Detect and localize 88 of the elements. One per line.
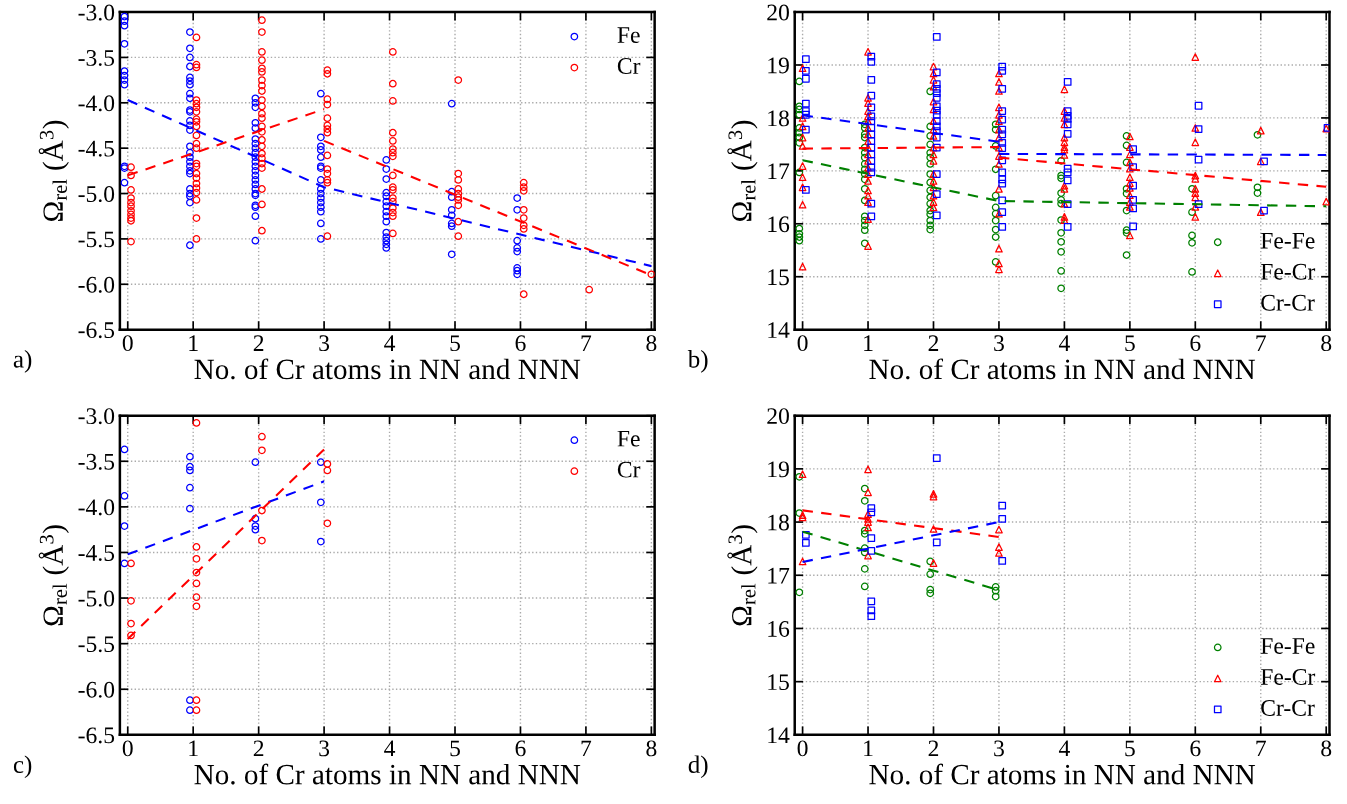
y-tick-label: 20 [767,4,789,21]
y-tick-label: 18 [768,110,789,127]
legend-label: Cr [617,58,641,74]
y-tick-label: 15 [768,674,789,691]
y-tick-label: -5.5 [78,231,115,248]
x-tick-label: 7 [1256,740,1266,757]
y-tick-label: 17 [768,163,790,180]
x-tick-label: 3 [319,740,330,757]
x-tick-label: 5 [450,335,460,352]
x-tick-label: 7 [1256,335,1266,351]
x-tick-label: 4 [384,740,396,757]
y-tick-label: -3.0 [78,408,115,425]
x-tick-label: 8 [646,740,657,757]
x-axis-title: No. of Cr atoms in NN and NNN [869,358,1256,380]
x-tick-label: 8 [1321,740,1332,757]
y-tick-label: -6.0 [78,276,115,293]
legend-label: Fe [617,430,640,447]
y-tick-label: 14 [768,322,790,338]
x-axis-title: No. of Cr atoms in NN and NNN [194,358,581,380]
y-tick-label: 15 [768,269,789,286]
legend-label: Fe-Cr [1260,669,1316,685]
legend-label: Cr-Cr [1261,294,1315,311]
x-tick-label: 6 [1190,740,1201,757]
text: d) [688,755,708,779]
y-tick-label: 16 [768,216,790,233]
x-tick-label: 3 [994,335,1004,352]
x-tick-label: 4 [384,335,396,351]
x-tick-label: 0 [797,335,808,352]
y-tick-label: 17 [768,567,790,584]
y-axis-title: Ω$_{rel}$ (Å$^{3}$) [727,525,758,626]
y-tick-label: 18 [768,514,789,531]
legend-label: Fe-Fe [1260,232,1315,249]
x-tick-label: 0 [122,335,133,352]
y-tick-label: -3.0 [78,4,115,21]
y-tick-label: -5.0 [78,186,115,203]
legend-label: Fe-Fe [1260,638,1315,654]
x-tick-label: 5 [1125,335,1135,352]
legend-label: Fe [617,27,640,43]
y-tick-label: -3.5 [78,49,115,66]
x-tick-label: 6 [1190,335,1201,352]
y-tick-label: -5.5 [78,636,115,653]
y-tick-label: -6.5 [78,322,115,339]
x-tick-label: 1 [864,335,873,351]
y-tick-label: -4.0 [78,499,115,516]
y-tick-label: -4.5 [78,140,115,157]
x-tick-label: 7 [581,740,592,757]
x-tick-label: 1 [189,740,198,757]
x-axis-title: No. of Cr atoms in NN and NNN [194,763,581,785]
x-tick-label: 8 [1321,335,1332,352]
x-tick-label: 3 [319,335,330,352]
x-tick-label: 8 [646,335,657,352]
y-tick-label: 19 [768,461,789,478]
x-tick-label: 2 [928,740,939,757]
x-tick-label: 2 [928,335,939,351]
y-tick-label: 20 [767,408,789,425]
x-tick-label: 2 [253,740,264,757]
y-tick-label: -3.5 [78,453,115,470]
x-tick-label: 6 [515,740,526,757]
y-tick-label: 19 [768,57,789,74]
text: c) [13,755,32,779]
y-tick-label: -6.5 [78,727,115,744]
y-axis-title: Ω$_{rel}$ (Å$^{3}$) [38,525,69,626]
y-axis-title: Ω$_{rel}$ (Å$^{3}$) [38,120,69,221]
x-tick-label: 0 [797,740,808,757]
text: b) [687,350,708,373]
x-tick-label: 2 [253,335,264,351]
x-tick-label: 6 [515,335,526,352]
y-tick-label: -6.0 [78,681,115,698]
legend-label: Fe-Cr [1260,263,1316,280]
legend-label: Cr-Cr [1261,700,1315,716]
x-tick-label: 5 [450,740,460,757]
y-tick-label: 14 [768,727,790,744]
y-tick-label: -5.0 [78,590,115,607]
x-axis-title: No. of Cr atoms in NN and NNN [869,763,1256,785]
x-tick-label: 3 [994,740,1004,757]
legend-label: Cr [617,461,641,478]
y-tick-label: -4.0 [78,95,115,112]
x-tick-label: 1 [189,335,198,351]
x-tick-label: 0 [122,740,133,757]
text: a) [13,350,32,373]
x-tick-label: 7 [581,335,592,351]
y-tick-label: -4.5 [78,545,115,561]
y-axis-title: Ω$_{rel}$ (Å$^{3}$) [727,120,758,221]
y-tick-label: 16 [768,621,790,637]
x-tick-label: 5 [1125,740,1135,757]
x-tick-label: 4 [1058,740,1070,757]
x-tick-label: 1 [864,740,873,757]
x-tick-label: 4 [1058,335,1070,351]
